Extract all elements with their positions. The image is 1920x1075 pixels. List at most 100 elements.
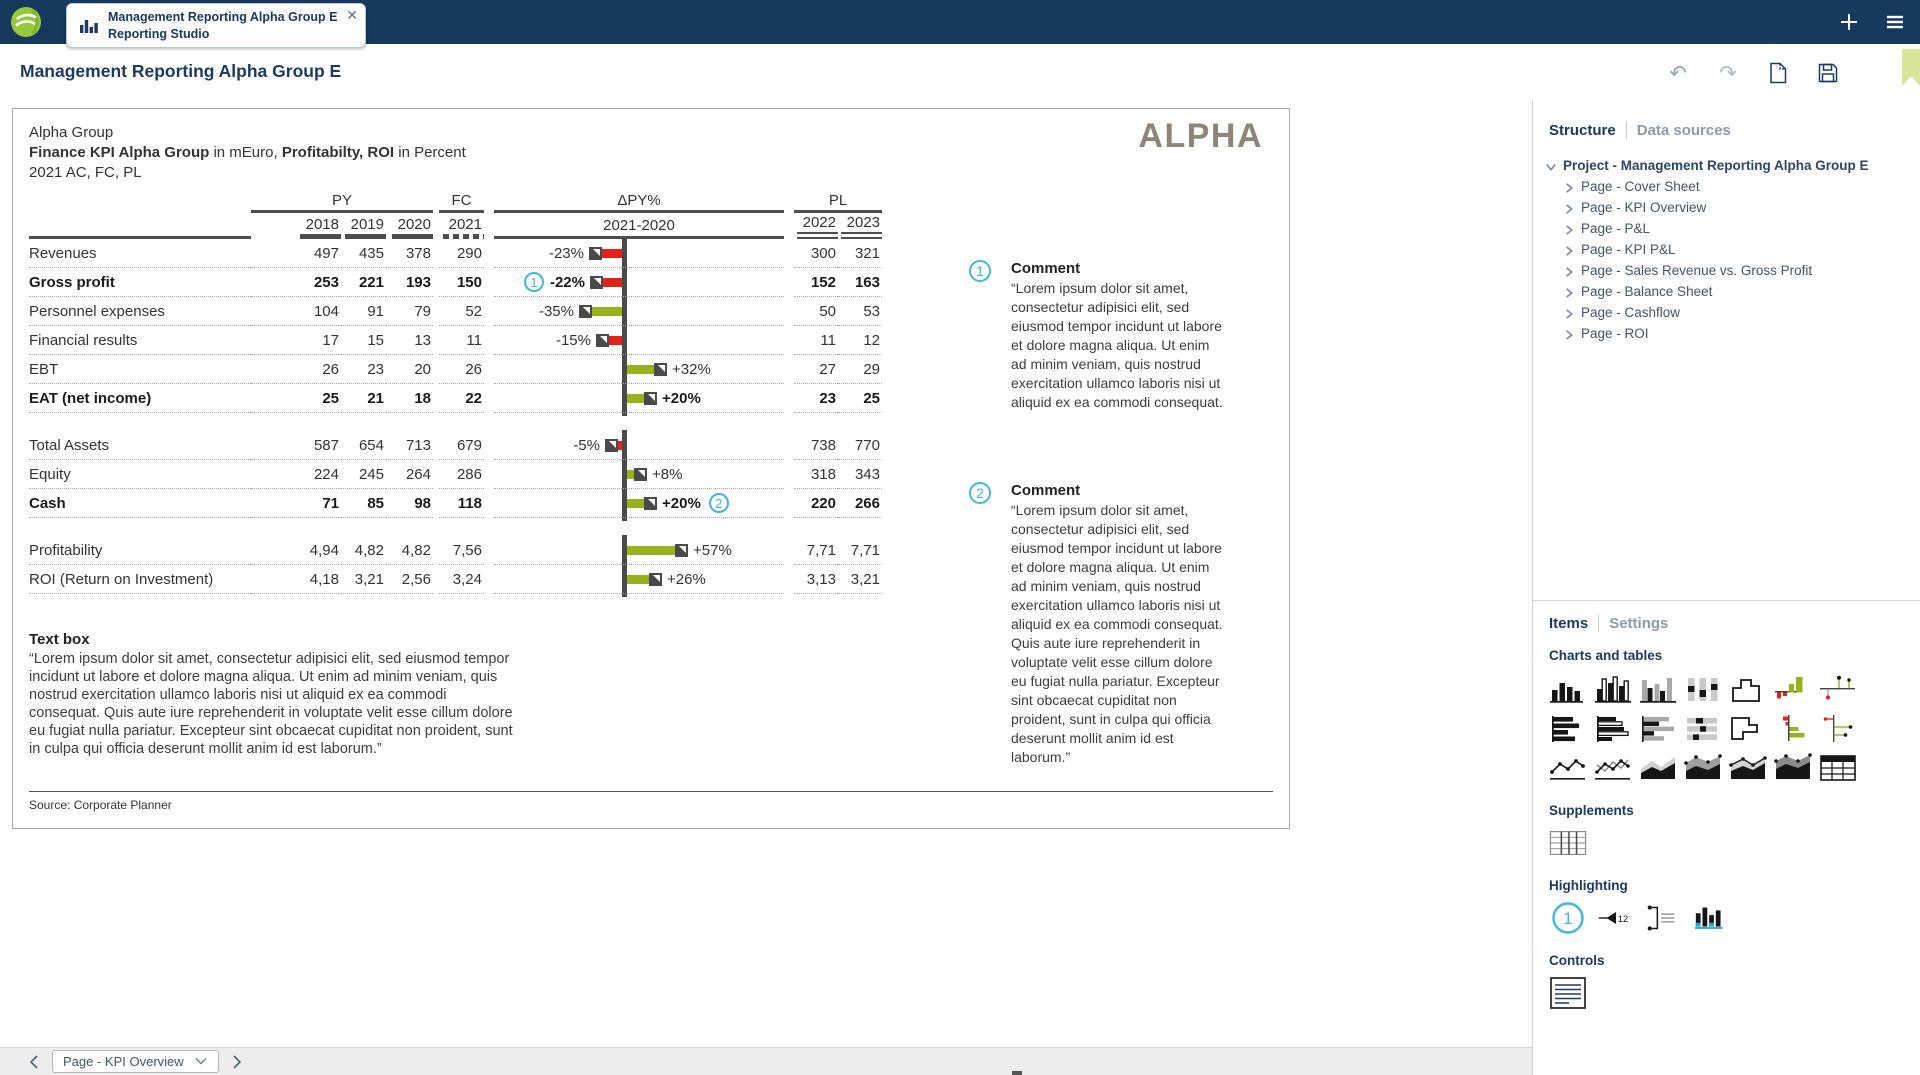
chart-highlight[interactable]: [1693, 903, 1731, 933]
page-navigation-bar: Page - KPI Overview: [0, 1047, 1532, 1075]
delta-span-label: 2021-2020: [603, 217, 675, 234]
save-icon[interactable]: [1816, 61, 1840, 85]
text-control[interactable]: [1549, 977, 1587, 1009]
report-page[interactable]: Alpha Group Finance KPI Alpha Group in m…: [12, 108, 1290, 829]
data-table-supplement[interactable]: [1549, 828, 1587, 858]
chevron-right-icon[interactable]: [1563, 328, 1575, 340]
stacked-area-gray-chart[interactable]: [1774, 753, 1812, 783]
tree-item-project[interactable]: Project - Management Reporting Alpha Gro…: [1533, 155, 1920, 176]
kpi-value-pl: 53: [838, 297, 882, 326]
waterfall-column-chart[interactable]: [1774, 675, 1812, 705]
kpi-value-py: 20: [386, 355, 433, 384]
grouped-bar-chart[interactable]: [1594, 714, 1632, 744]
section-highlighting: Highlighting: [1549, 878, 1628, 893]
add-icon[interactable]: [1838, 11, 1860, 33]
area-line-chart[interactable]: [1729, 753, 1767, 783]
kpi-row: Personnel expenses 104 91 79 52 -35% 50 53: [29, 297, 882, 326]
tab-data-sources[interactable]: Data sources: [1636, 122, 1731, 139]
app-tab[interactable]: Management Reporting Alpha Group E Repor…: [66, 3, 366, 48]
circled-number-highlight[interactable]: 1: [1549, 902, 1587, 934]
report-text-box[interactable]: Text box “Lorem ipsum dolor sit amet, co…: [29, 631, 521, 758]
previous-page-icon[interactable]: [28, 1054, 40, 1070]
kpi-table-group-header: PY FC ΔPY% PL: [29, 189, 882, 213]
chevron-right-icon[interactable]: [1563, 265, 1575, 277]
bar-comparison-chart[interactable]: [1639, 714, 1677, 744]
tree-item-page[interactable]: Page - Cover Sheet: [1533, 176, 1920, 197]
pin-column-chart[interactable]: [1819, 675, 1857, 705]
delta-label: -23%: [548, 244, 584, 262]
tree-item-page[interactable]: Page - Cashflow: [1533, 302, 1920, 323]
chevron-right-icon[interactable]: [1563, 202, 1575, 214]
column-chart[interactable]: [1549, 675, 1587, 705]
pin-bar-chart[interactable]: [1819, 714, 1857, 744]
arrow-value-highlight[interactable]: 12: [1597, 903, 1635, 933]
page-selector[interactable]: Page - KPI Overview: [52, 1050, 219, 1073]
comment-1[interactable]: 1 Comment “Lorem ipsum dolor sit amet, c…: [969, 260, 1229, 412]
chevron-right-icon[interactable]: [1563, 181, 1575, 193]
bar-chart[interactable]: [1549, 714, 1587, 744]
tab-settings[interactable]: Settings: [1609, 615, 1669, 632]
kpi-row: Revenues 497 435 378 290 -23% 300 321: [29, 239, 882, 268]
stacked-column-chart[interactable]: [1684, 675, 1722, 705]
new-page-icon[interactable]: [1766, 61, 1790, 85]
kpi-delta-cell: -15%: [494, 326, 784, 355]
tree-item-page[interactable]: Page - KPI P&L: [1533, 239, 1920, 260]
area-chart[interactable]: [1639, 753, 1677, 783]
comment-1-body: “Lorem ipsum dolor sit amet, consectetur…: [1011, 280, 1223, 410]
report-canvas-area: Alpha Group Finance KPI Alpha Group in m…: [0, 100, 1532, 1075]
scrollbar-handle[interactable]: [1012, 1071, 1022, 1075]
tree-item-page[interactable]: Page - KPI Overview: [1533, 197, 1920, 218]
kpi-value-py: 26: [251, 355, 341, 384]
kpi-value-py: 18: [386, 384, 433, 413]
kpi-value-py: 91: [341, 297, 386, 326]
tab-structure[interactable]: Structure: [1549, 122, 1616, 139]
stepped-bar-outline-chart[interactable]: [1729, 714, 1767, 744]
delta-bar: [618, 440, 622, 450]
comment-2[interactable]: 2 Comment “Lorem ipsum dolor sit amet, c…: [969, 482, 1229, 767]
stacked-area-chart[interactable]: [1684, 753, 1722, 783]
tree-item-page[interactable]: Page - P&L: [1533, 218, 1920, 239]
comment-ref-badge: 1: [523, 272, 544, 292]
redo-icon[interactable]: ↷: [1719, 61, 1737, 85]
chevron-down-icon[interactable]: [1545, 160, 1557, 172]
delta-label: +20%: [662, 494, 701, 512]
undo-icon[interactable]: ↶: [1669, 61, 1687, 85]
delta-bar: [627, 545, 675, 555]
close-icon[interactable]: ✕: [346, 7, 358, 23]
waterfall-bar-chart[interactable]: [1774, 714, 1812, 744]
stacked-bar-chart[interactable]: [1684, 714, 1722, 744]
chevron-right-icon[interactable]: [1563, 244, 1575, 256]
next-page-icon[interactable]: [231, 1054, 243, 1070]
kpi-value-py: 378: [386, 239, 433, 268]
multi-line-chart[interactable]: [1594, 753, 1632, 783]
grouped-column-chart[interactable]: [1594, 675, 1632, 705]
year-label: 2018: [305, 216, 339, 233]
kpi-value-pl: 300: [794, 239, 838, 268]
tree-item-page[interactable]: Page - Balance Sheet: [1533, 281, 1920, 302]
line-chart[interactable]: [1549, 753, 1587, 783]
table-item[interactable]: [1819, 753, 1857, 783]
tab-items[interactable]: Items: [1549, 615, 1589, 632]
kpi-delta-cell: +57%: [494, 536, 784, 565]
tree-item-page[interactable]: Page - ROI: [1533, 323, 1920, 344]
stepped-column-outline-chart[interactable]: [1729, 675, 1767, 705]
kpi-value-py: 17: [251, 326, 341, 355]
kpi-table[interactable]: PY FC ΔPY% PL 2018 2019 2020 2021 2021-2…: [29, 189, 882, 597]
menu-icon[interactable]: [1884, 11, 1906, 33]
column-comparison-chart[interactable]: [1639, 675, 1677, 705]
kpi-value-py: 497: [251, 239, 341, 268]
kpi-value-pl: 3,13: [794, 565, 838, 594]
tree-item-page[interactable]: Page - Sales Revenue vs. Gross Profit: [1533, 260, 1920, 281]
page-title: Management Reporting Alpha Group E: [20, 61, 342, 81]
delta-marker-icon: [589, 246, 602, 260]
kpi-value-pl: 12: [838, 326, 882, 355]
chevron-right-icon[interactable]: [1563, 286, 1575, 298]
bookmark-ribbon[interactable]: [1902, 49, 1920, 86]
chevron-right-icon[interactable]: [1563, 307, 1575, 319]
kpi-value-py: 587: [251, 431, 341, 460]
column-group-py: PY: [251, 192, 433, 213]
kpi-value-py: 85: [341, 489, 386, 518]
comment-annotation-highlight[interactable]: [1645, 903, 1683, 933]
chevron-right-icon[interactable]: [1563, 223, 1575, 235]
kpi-value-pl: 343: [838, 460, 882, 489]
